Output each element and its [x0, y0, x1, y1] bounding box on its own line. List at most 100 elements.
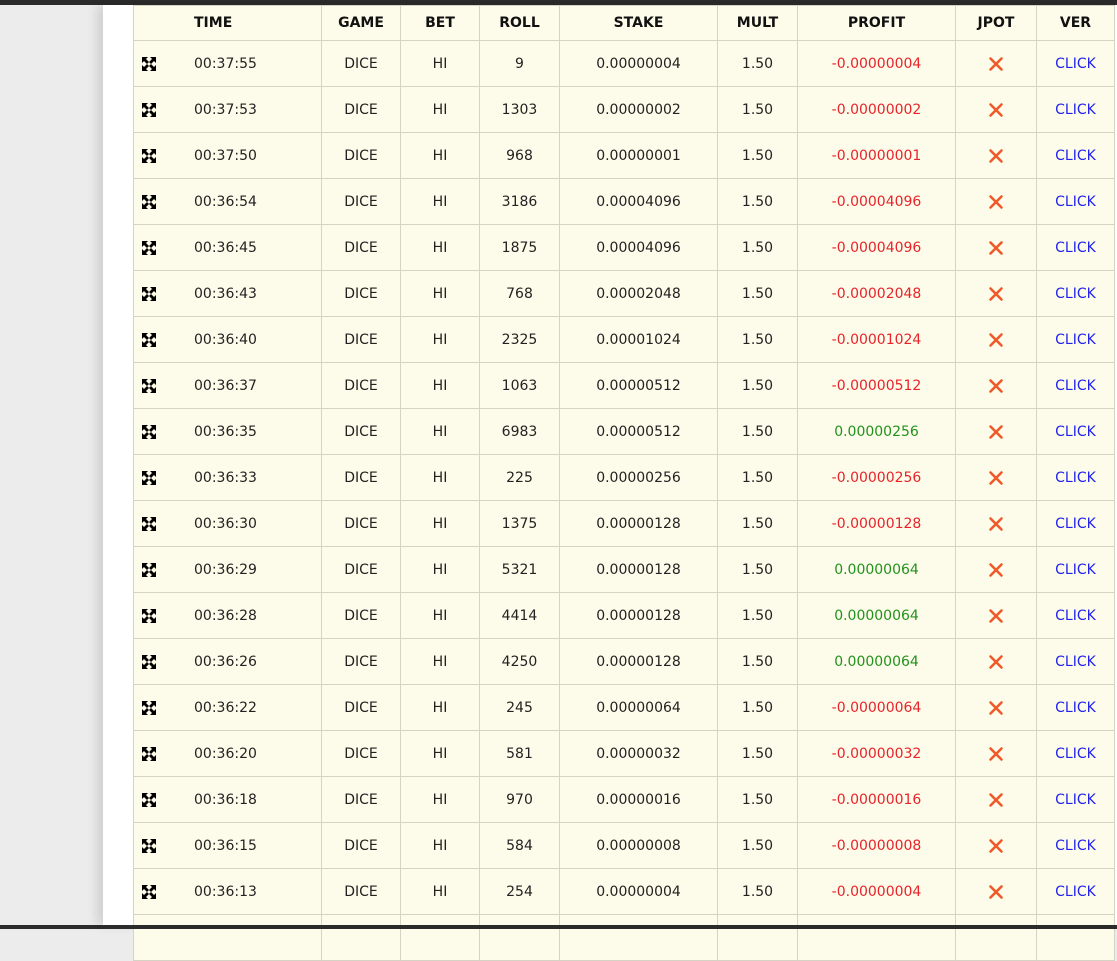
row-expand-cell[interactable] [133, 178, 164, 225]
expand-arrows-icon[interactable] [142, 148, 156, 164]
row-expand-cell[interactable] [133, 132, 164, 179]
row-expand-cell[interactable] [133, 86, 164, 133]
verify-link[interactable]: CLICK [1055, 285, 1096, 302]
cell-roll: 584 [479, 822, 560, 869]
verify-link[interactable]: CLICK [1055, 561, 1096, 578]
verify-link[interactable]: CLICK [1055, 331, 1096, 348]
cell-bet: HI [400, 454, 480, 501]
cell-bet: HI [400, 868, 480, 915]
expand-arrows-icon[interactable] [142, 424, 156, 440]
row-expand-cell[interactable] [133, 730, 164, 777]
row-expand-cell[interactable] [133, 40, 164, 87]
verify-link[interactable]: CLICK [1055, 147, 1096, 164]
expand-arrows-icon[interactable] [142, 562, 156, 578]
verify-link[interactable]: CLICK [1055, 883, 1096, 900]
cell-ver: CLICK [1036, 408, 1115, 455]
verify-link[interactable]: CLICK [1055, 515, 1096, 532]
empty-cell [797, 914, 956, 961]
expand-arrows-icon[interactable] [142, 194, 156, 210]
table-row: 00:37:53 DICE HI 1303 0.00000002 1.50 -0.00000… [133, 86, 1115, 133]
row-expand-cell[interactable] [133, 224, 164, 271]
verify-link[interactable]: CLICK [1055, 699, 1096, 716]
row-expand-cell[interactable] [133, 546, 164, 593]
row-expand-cell[interactable] [133, 270, 164, 317]
expand-arrows-icon[interactable] [142, 746, 156, 762]
row-expand-cell[interactable] [133, 592, 164, 639]
expand-arrows-icon[interactable] [142, 654, 156, 670]
close-x-icon [988, 332, 1004, 348]
cell-stake: 0.00000004 [559, 868, 718, 915]
cell-ver: CLICK [1036, 546, 1115, 593]
cell-jpot [955, 270, 1037, 317]
row-expand-cell[interactable] [133, 454, 164, 501]
expand-arrows-icon[interactable] [142, 792, 156, 808]
cell-mult: 1.50 [717, 868, 798, 915]
expand-arrows-icon[interactable] [142, 332, 156, 348]
row-expand-cell[interactable] [133, 500, 164, 547]
cell-jpot [955, 500, 1037, 547]
expand-arrows-icon[interactable] [142, 470, 156, 486]
row-expand-cell[interactable] [133, 822, 164, 869]
expand-arrows-icon[interactable] [142, 378, 156, 394]
verify-link[interactable]: CLICK [1055, 423, 1096, 440]
expand-arrows-icon[interactable] [142, 516, 156, 532]
verify-link[interactable]: CLICK [1055, 55, 1096, 72]
verify-link[interactable]: CLICK [1055, 607, 1096, 624]
cell-profit: -0.00000064 [797, 684, 956, 731]
expand-arrows-icon[interactable] [142, 700, 156, 716]
expand-arrows-icon[interactable] [142, 884, 156, 900]
row-expand-cell[interactable] [133, 776, 164, 823]
table-row: 00:36:15 DICE HI 584 0.00000008 1.50 -0.000000… [133, 822, 1115, 869]
cell-mult: 1.50 [717, 178, 798, 225]
row-expand-cell[interactable] [133, 408, 164, 455]
expand-arrows-icon[interactable] [142, 608, 156, 624]
table-row: 00:37:50 DICE HI 968 0.00000001 1.50 -0.000000… [133, 132, 1115, 179]
cell-bet: HI [400, 132, 480, 179]
cell-bet: HI [400, 592, 480, 639]
expand-arrows-icon[interactable] [142, 56, 156, 72]
verify-link[interactable]: CLICK [1055, 193, 1096, 210]
row-expand-cell[interactable] [133, 316, 164, 363]
verify-link[interactable]: CLICK [1055, 837, 1096, 854]
cell-profit: -0.00004096 [797, 178, 956, 225]
cell-game: DICE [321, 638, 401, 685]
cell-mult: 1.50 [717, 132, 798, 179]
cell-bet: HI [400, 730, 480, 777]
table-row: 00:36:43 DICE HI 768 0.00002048 1.50 -0.000020… [133, 270, 1115, 317]
verify-link[interactable]: CLICK [1055, 469, 1096, 486]
row-expand-cell[interactable] [133, 684, 164, 731]
row-expand-cell[interactable] [133, 638, 164, 685]
empty-cell [955, 914, 1037, 961]
table-row: 00:36:18 DICE HI 970 0.00000016 1.50 -0.000000… [133, 776, 1115, 823]
close-x-icon [988, 516, 1004, 532]
cell-jpot [955, 822, 1037, 869]
expand-arrows-icon[interactable] [142, 286, 156, 302]
cell-mult: 1.50 [717, 316, 798, 363]
row-expand-cell[interactable] [133, 362, 164, 409]
cell-roll: 3186 [479, 178, 560, 225]
empty-cell [133, 914, 164, 961]
cell-game: DICE [321, 546, 401, 593]
cell-jpot [955, 868, 1037, 915]
cell-time: 00:36:18 [164, 776, 322, 823]
verify-link[interactable]: CLICK [1055, 745, 1096, 762]
table-row: 00:36:20 DICE HI 581 0.00000032 1.50 -0.000000… [133, 730, 1115, 777]
cell-jpot [955, 776, 1037, 823]
cell-roll: 4250 [479, 638, 560, 685]
expand-arrows-icon[interactable] [142, 838, 156, 854]
cell-time: 00:36:13 [164, 868, 322, 915]
row-expand-cell[interactable] [133, 868, 164, 915]
cell-game: DICE [321, 86, 401, 133]
verify-link[interactable]: CLICK [1055, 791, 1096, 808]
table-row: 00:36:22 DICE HI 245 0.00000064 1.50 -0.000000… [133, 684, 1115, 731]
cell-stake: 0.00000001 [559, 132, 718, 179]
expand-arrows-icon[interactable] [142, 102, 156, 118]
close-x-icon [988, 148, 1004, 164]
verify-link[interactable]: CLICK [1055, 101, 1096, 118]
verify-link[interactable]: CLICK [1055, 377, 1096, 394]
expand-arrows-icon[interactable] [142, 240, 156, 256]
cell-ver: CLICK [1036, 178, 1115, 225]
verify-link[interactable]: CLICK [1055, 653, 1096, 670]
cell-mult: 1.50 [717, 730, 798, 777]
verify-link[interactable]: CLICK [1055, 239, 1096, 256]
